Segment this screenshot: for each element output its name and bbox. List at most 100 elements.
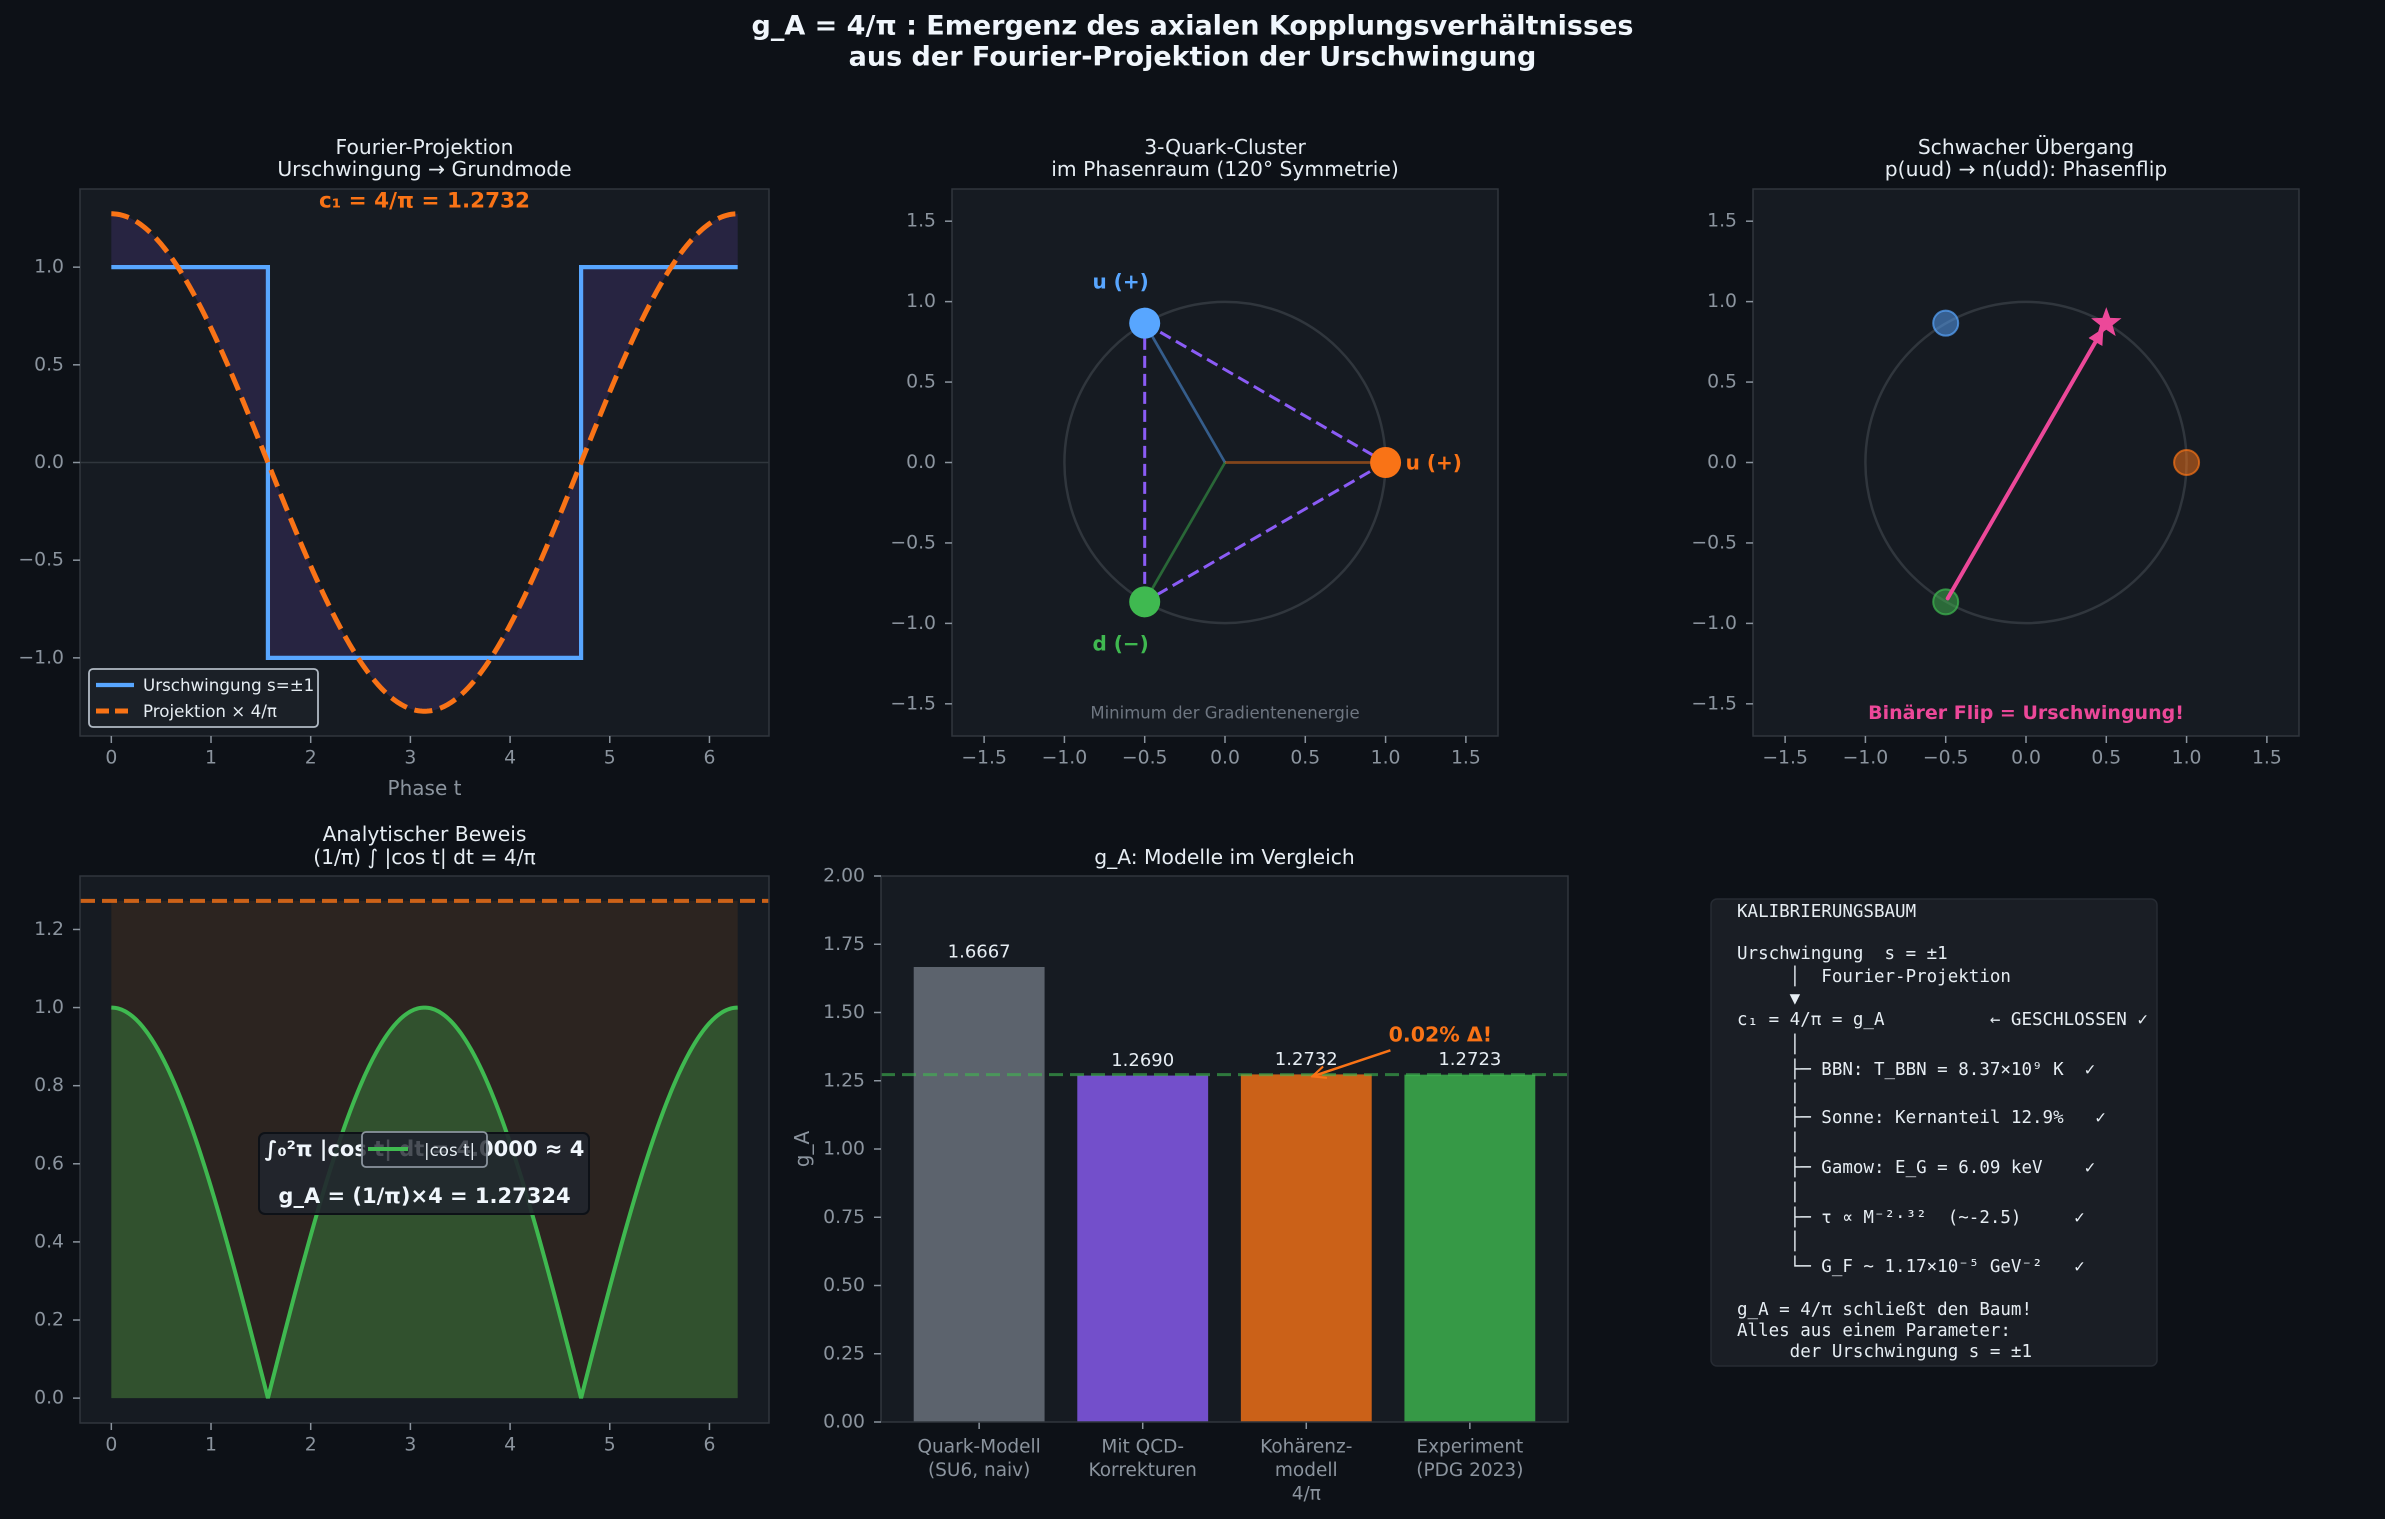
calibration-tree-line: Alles aus einem Parameter: (1737, 1321, 2011, 1341)
delta-annotation: 0.02% Δ! (1389, 1022, 1492, 1046)
y-tick-label: 0.00 (823, 1412, 865, 1433)
category-label: Kohärenz- (1260, 1437, 1352, 1458)
y-tick-label: 0.4 (34, 1231, 64, 1252)
legend-box (361, 1131, 488, 1168)
overlay-layer: c₁ = 4/π = 1.2732 Urschwingung s=±1 Projek… (88, 189, 530, 728)
x-tick-label: 0.5 (1290, 748, 1320, 769)
category-label: Mit QCD- (1101, 1437, 1184, 1458)
y-tick-label: 1.00 (823, 1139, 865, 1160)
calibration-tree-panel: KALIBRIERUNGSBAUM Urschwingung s = ±1 │ F… (1710, 898, 2158, 1367)
legend: Urschwingung s=±1 Projektion × 4/π (88, 668, 319, 728)
x-tick-label: 1.0 (1371, 748, 1401, 769)
x-tick-label: 0.5 (2091, 748, 2121, 769)
overlay-layer: u (+) u (+) d (−) Minimum der Gradientenene… (1090, 269, 1462, 722)
x-tick-label: 5 (604, 748, 616, 769)
legend-box (88, 668, 319, 728)
annotation-arrow (1312, 1049, 1391, 1076)
quark-dot (1129, 586, 1161, 618)
x-tick-label: −1.5 (961, 748, 1007, 769)
calibration-tree-line: │ (1737, 1131, 1800, 1153)
chart-title: Schwacher Übergang (1918, 135, 2134, 159)
calibration-tree-line: g_A = 4/π schließt den Baum! (1737, 1300, 2032, 1320)
chart-title: im Phasenraum (120° Symmetrie) (1051, 157, 1398, 181)
y-tick-label: −0.5 (1691, 532, 1737, 553)
legend-label: Urschwingung s=±1 (143, 675, 314, 695)
x-tick-label: 4 (504, 1435, 516, 1456)
x-tick-label: 2 (305, 1435, 317, 1456)
x-tick-label: 1.5 (2252, 748, 2282, 769)
calibration-tree-line: c₁ = 4/π = g_A ← GESCHLOSSEN ✓ (1737, 1010, 2148, 1030)
category-label: 4/π (1292, 1484, 1321, 1505)
category-label: (SU6, naiv) (928, 1460, 1030, 1481)
y-tick-label: 0.75 (823, 1207, 865, 1228)
calibration-tree-line: │ (1737, 1181, 1800, 1203)
plot-area (1864, 300, 2201, 625)
quark-label: u (+) (1406, 451, 1462, 475)
x-tick-label: 1.0 (2172, 748, 2202, 769)
category-label: modell (1275, 1460, 1338, 1481)
faded-quark-dot (1932, 309, 1960, 337)
panel-analytic-proof: ∫₀²π |cos t| dt = 4.0000 ≈ 4g_A = (1/π)×… (34, 822, 770, 1456)
quark-dot (1370, 447, 1402, 478)
chart-title: Fourier-Projektion (336, 135, 514, 159)
phase-spo-line (1143, 322, 1227, 464)
panel-model-comparison: 1.6667 1.2690 1.2732 1.2723 0.02% Δ! g_A Quark… (790, 845, 1569, 1505)
y-tick-label: 0.2 (34, 1310, 64, 1331)
y-tick-label: 1.50 (823, 1002, 865, 1023)
bar (1404, 1074, 1536, 1422)
y-tick-label: 1.25 (823, 1070, 865, 1091)
y-tick-label: 0.8 (34, 1075, 64, 1096)
bar (1077, 1075, 1209, 1422)
calibration-tree-line: │ Fourier-Projektion (1737, 965, 2011, 987)
category-label: Korrekturen (1089, 1460, 1197, 1481)
y-tick-label: −1.0 (18, 647, 64, 668)
calibration-tree-line: Urschwingung s = ±1 (1737, 944, 1948, 964)
x-tick-label: 2 (305, 748, 317, 769)
y-tick-label: 1.75 (823, 934, 865, 955)
overlay-layer: 1.6667 1.2690 1.2732 1.2723 0.02% Δ! g_A Quark… (790, 941, 1523, 1504)
category-label: (PDG 2023) (1416, 1460, 1523, 1481)
y-tick-label: −1.0 (1691, 613, 1737, 634)
phase-spo-line (1143, 461, 1227, 603)
bar (913, 966, 1045, 1422)
chart-title: Urschwingung → Grundmode (277, 157, 571, 181)
category-label: Quark-Modell (917, 1437, 1040, 1458)
bar-value-label: 1.6667 (948, 941, 1011, 962)
quark-label: d (−) (1092, 632, 1148, 656)
x-tick-label: −0.5 (1122, 748, 1168, 769)
y-tick-label: 2.00 (823, 866, 865, 887)
calibration-tree-line: der Urschwingung s = ±1 (1737, 1342, 2032, 1362)
triangle-dashed-edge (1143, 461, 1387, 604)
axes-frame (79, 875, 770, 1424)
overlay-layer: ∫₀²π |cos t| dt = 4.0000 ≈ 4g_A = (1/π)×… (258, 1131, 590, 1215)
calibration-tree-line: ▼ (1737, 989, 1801, 1009)
legend: |cos t| (361, 1131, 488, 1168)
y-tick-label: 1.0 (906, 291, 936, 312)
x-tick-label: 4 (504, 748, 516, 769)
x-tick-label: 1 (205, 1435, 217, 1456)
y-tick-label: 1.0 (1707, 291, 1737, 312)
panel-weak-transition: Binärer Flip = Urschwingung! −1.5 −1.0 −0.5… (1691, 135, 2300, 769)
faded-quark-dot (1932, 588, 1960, 616)
x-tick-label: 0 (105, 1435, 117, 1456)
y-tick-label: 1.5 (1707, 211, 1737, 232)
y-tick-label: −1.0 (890, 613, 936, 634)
calibration-tree-line: └─ G_F ~ 1.17×10⁻⁵ GeV⁻² ✓ (1737, 1255, 2085, 1277)
legend-label: |cos t| (424, 1140, 475, 1160)
x-tick-label: −1.0 (1843, 748, 1889, 769)
y-tick-label: 1.0 (34, 997, 64, 1018)
figure-suptitle-line-2: aus der Fourier-Projektion der Urschwing… (849, 42, 1537, 73)
subplot-grid: c₁ = 4/π = 1.2732 Urschwingung s=±1 Projek… (18, 135, 2300, 1505)
note-text: Minimum der Gradientenenergie (1090, 704, 1359, 723)
overlay-layer: Binärer Flip = Urschwingung! (1868, 702, 2184, 724)
plot-area (1063, 300, 1402, 625)
x-tick-label: −1.5 (1762, 748, 1808, 769)
x-tick-label: −1.0 (1042, 748, 1088, 769)
chart-title: Analytischer Beweis (323, 822, 527, 846)
y-tick-label: −0.5 (890, 532, 936, 553)
category-label: Experiment (1416, 1437, 1523, 1458)
y-tick-label: 0.5 (906, 372, 936, 393)
plot-area (80, 211, 769, 714)
x-tick-label: 1 (205, 748, 217, 769)
